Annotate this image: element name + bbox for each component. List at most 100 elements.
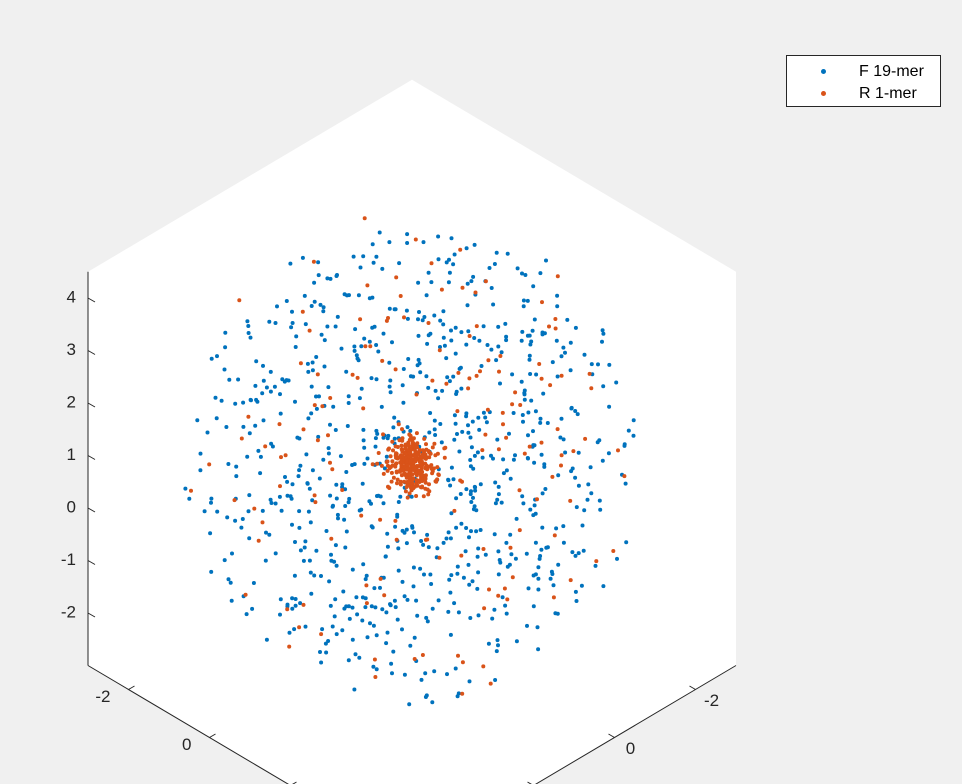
f-19-mer-point bbox=[245, 454, 250, 459]
f-19-mer-point bbox=[336, 516, 340, 521]
f-19-mer-point bbox=[298, 601, 303, 606]
f-19-mer-point bbox=[314, 355, 319, 359]
f-19-mer-point bbox=[601, 584, 606, 589]
f-19-mer-point bbox=[466, 430, 471, 435]
f-19-mer-point bbox=[202, 509, 207, 514]
r-1-mer-point bbox=[407, 491, 412, 496]
f-19-mer-point bbox=[353, 327, 358, 332]
r-1-mer-point bbox=[279, 455, 283, 460]
f-19-mer-point bbox=[464, 246, 469, 251]
r-1-mer-point bbox=[301, 427, 306, 432]
f-19-mer-point bbox=[353, 652, 358, 657]
f-19-mer-point bbox=[536, 565, 541, 570]
f-19-mer-point bbox=[559, 416, 564, 421]
f-19-mer-point bbox=[454, 389, 459, 394]
z-tick-2 bbox=[87, 402, 96, 408]
f-19-mer-point bbox=[597, 438, 602, 443]
f-19-mer-point bbox=[522, 397, 527, 402]
f-19-mer-point bbox=[357, 396, 362, 401]
f-19-mer-point bbox=[198, 451, 203, 456]
r-1-mer-point bbox=[407, 451, 412, 455]
f-19-mer-point bbox=[478, 482, 483, 487]
f-19-mer-point bbox=[357, 508, 362, 513]
f-19-mer-point bbox=[261, 418, 266, 423]
f-19-mer-point bbox=[573, 589, 578, 594]
r-1-mer-point bbox=[313, 500, 318, 505]
f-19-mer-point bbox=[461, 575, 466, 580]
f-19-mer-point bbox=[372, 586, 377, 591]
f-19-mer-point bbox=[240, 517, 245, 521]
f-19-mer-point bbox=[408, 428, 413, 433]
f-19-mer-point bbox=[187, 496, 192, 501]
r-1-mer-point bbox=[456, 653, 460, 658]
f-19-mer-point bbox=[268, 497, 273, 502]
r-1-mer-point bbox=[382, 593, 387, 598]
f-19-mer-point bbox=[396, 546, 401, 551]
r-1-mer-point bbox=[409, 478, 414, 483]
f-19-mer-point bbox=[600, 458, 605, 463]
f-19-mer-point bbox=[347, 496, 352, 501]
f-19-mer-point bbox=[374, 377, 379, 382]
f-19-mer-point bbox=[316, 434, 321, 439]
r-1-mer-point bbox=[311, 259, 316, 264]
f-19-mer-point bbox=[528, 342, 533, 347]
f-19-mer-point bbox=[430, 700, 435, 705]
r-1-mer-point bbox=[425, 487, 430, 492]
r-1-mer-point bbox=[497, 369, 501, 374]
f-19-mer-point bbox=[501, 457, 506, 462]
f-19-mer-point bbox=[404, 527, 409, 532]
r-1-mer-point bbox=[594, 559, 599, 564]
f-19-mer-point bbox=[568, 340, 573, 345]
f-19-mer-point bbox=[464, 342, 469, 347]
f-19-mer-point bbox=[515, 266, 520, 271]
f-19-mer-point bbox=[198, 468, 203, 473]
f-19-mer-point bbox=[374, 254, 379, 259]
f-19-mer-point bbox=[504, 540, 509, 545]
f-19-mer-point bbox=[225, 515, 230, 520]
f-19-mer-point bbox=[241, 400, 246, 405]
f-19-mer-point bbox=[295, 435, 300, 440]
f-19-mer-point bbox=[438, 422, 443, 426]
r-1-mer-point bbox=[393, 464, 398, 469]
f-19-mer-point bbox=[606, 451, 611, 456]
f-19-mer-point bbox=[476, 570, 481, 575]
f-19-mer-point bbox=[405, 241, 410, 245]
x-tick-label-2: 2 bbox=[263, 783, 272, 784]
f-19-mer-point bbox=[409, 494, 414, 499]
f-19-mer-point bbox=[288, 261, 293, 266]
r-1-mer-point bbox=[364, 583, 369, 588]
f-19-mer-point bbox=[540, 330, 545, 335]
f-19-mer-point bbox=[548, 576, 553, 581]
f-19-mer-point bbox=[273, 501, 278, 506]
f-19-mer-point bbox=[397, 261, 402, 266]
f-19-mer-point bbox=[223, 330, 228, 335]
r-1-mer-point bbox=[414, 471, 419, 476]
r-1-mer-point bbox=[611, 549, 616, 553]
r-1-mer-point bbox=[373, 675, 378, 679]
f-19-mer-point bbox=[360, 481, 365, 486]
f-19-mer-point bbox=[472, 504, 477, 509]
f-19-mer-point bbox=[631, 418, 636, 423]
f-19-mer-point bbox=[561, 345, 566, 350]
f-19-mer-point bbox=[369, 376, 374, 381]
r-1-mer-point bbox=[414, 442, 419, 447]
f-19-mer-point bbox=[332, 559, 337, 564]
f-19-mer-point bbox=[501, 471, 506, 476]
axis-lines bbox=[87, 271, 737, 784]
f-19-mer-point bbox=[573, 475, 578, 480]
f-19-mer-point bbox=[248, 397, 253, 402]
r-1-mer-point bbox=[410, 441, 415, 445]
f-19-mer-point bbox=[530, 444, 535, 449]
r-1-mer-point bbox=[402, 451, 407, 456]
f-19-mer-point bbox=[561, 540, 566, 545]
r-1-mer-point bbox=[400, 438, 405, 443]
f-19-mer-point bbox=[417, 310, 421, 314]
f-19-mer-point bbox=[422, 315, 427, 319]
f-19-mer-point bbox=[525, 333, 530, 338]
r-1-mer-point bbox=[429, 261, 434, 266]
z-tick-label-2: 2 bbox=[67, 392, 76, 411]
r-1-mer-point bbox=[232, 498, 237, 503]
f-19-mer-point bbox=[543, 487, 548, 491]
f-19-mer-point bbox=[246, 331, 251, 335]
f-19-mer-point bbox=[300, 255, 305, 260]
